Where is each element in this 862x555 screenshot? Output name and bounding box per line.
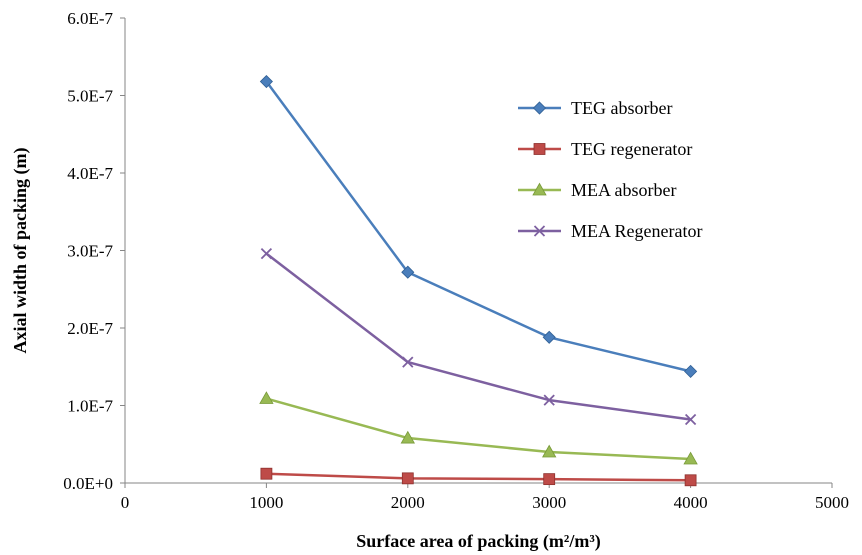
data-point [684,364,698,378]
legend-marker [533,225,546,237]
legend-marker [533,143,546,155]
y-axis-ticks: 0.0E+0 1.0E-7 2.0E-7 3.0E-7 4.0E-7 5.0E-7 6.0E… [63,9,125,493]
data-point [542,444,557,458]
legend-marker [532,101,547,115]
legend-item: MEA absorber [518,180,676,200]
legend-label: MEA absorber [571,180,676,200]
x-tick-label: 0 [121,493,130,512]
legend-marker [532,182,547,196]
y-tick-label: 5.0E-7 [67,87,113,106]
series-teg-absorber [259,74,698,378]
data-point [542,330,556,344]
series-layer [259,74,698,487]
data-point [543,473,556,486]
data-point [260,247,273,260]
legend-label: TEG absorber [571,98,672,118]
legend-label: TEG regenerator [571,139,692,159]
data-point [401,472,414,485]
series-line [265,252,691,421]
legend-label: MEA Regenerator [571,221,702,241]
data-point [260,467,273,480]
y-tick-label: 3.0E-7 [67,242,113,261]
y-axis-title: Axial width of packing (m) [10,147,31,353]
series-line [266,472,691,482]
series-line [265,80,691,373]
legend-item: TEG regenerator [518,139,692,159]
data-point [543,394,555,406]
x-axis-ticks: 0 1000 2000 3000 4000 5000 [121,483,849,512]
y-tick-label: 1.0E-7 [67,397,113,416]
data-point [259,74,273,89]
y-tick-label: 6.0E-7 [67,9,113,28]
series-mea-regenerator [260,247,697,426]
x-tick-label: 3000 [532,493,566,512]
legend-item: MEA Regenerator [518,221,702,241]
series-mea-absorber [259,391,698,465]
data-point [684,474,697,487]
data-point [400,430,415,444]
y-tick-label: 4.0E-7 [67,164,113,183]
data-point [402,356,414,368]
x-axis-title: Surface area of packing (m²/m³) [356,531,600,552]
x-tick-label: 4000 [674,493,708,512]
x-tick-label: 2000 [391,493,425,512]
legend-item: TEG absorber [518,98,672,118]
series-teg-regenerator [260,467,697,487]
x-tick-label: 5000 [815,493,849,512]
series-line [266,397,691,461]
data-point [259,391,274,404]
data-point [683,451,698,465]
data-point [684,413,697,426]
y-tick-label: 0.0E+0 [63,474,113,493]
legend: TEG absorber TEG regenerator MEA absorber M… [518,98,702,241]
y-tick-label: 2.0E-7 [67,319,113,338]
x-tick-label: 1000 [249,493,283,512]
data-point [401,265,415,279]
